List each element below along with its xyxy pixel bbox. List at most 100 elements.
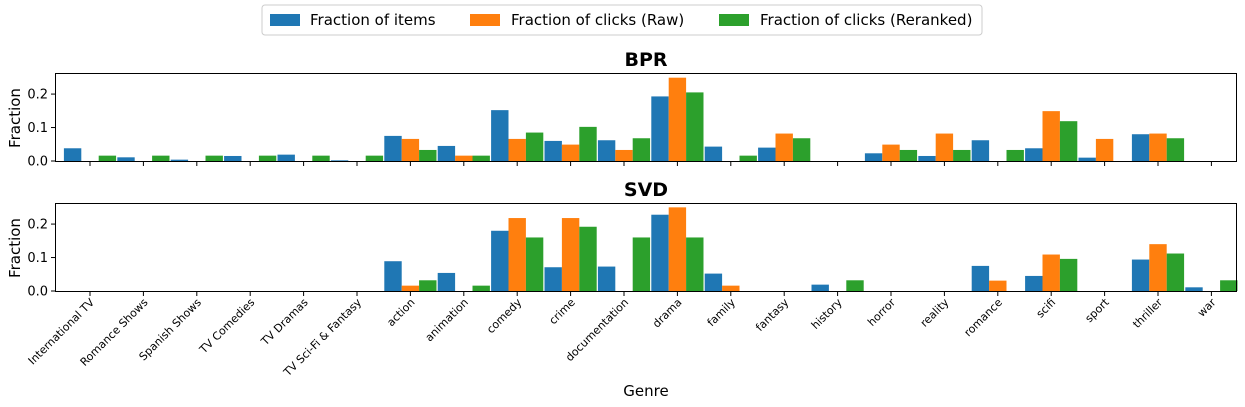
bar-svd-items-9 bbox=[544, 267, 562, 291]
bar-bpr-items-12 bbox=[704, 146, 723, 161]
bar-svd-raw-18 bbox=[1042, 254, 1060, 291]
y-ticks-bpr: 0.0 0.1 0.2 bbox=[27, 88, 56, 170]
x-tick-label: sport bbox=[1083, 295, 1113, 325]
bar-bpr-items-20 bbox=[1131, 134, 1150, 161]
bar-bpr-items-3 bbox=[224, 155, 242, 161]
bar-svd-items-12 bbox=[704, 273, 723, 291]
bar-svd-items-20 bbox=[1131, 259, 1150, 291]
bar-bpr-reranked-20 bbox=[1166, 138, 1185, 161]
bar-svd-raw-6 bbox=[401, 285, 420, 291]
legend-swatch-items bbox=[270, 14, 300, 26]
bar-svd-raw-9 bbox=[561, 218, 580, 291]
bar-bpr-raw-16 bbox=[935, 133, 954, 161]
bar-bpr-raw-7 bbox=[455, 155, 473, 161]
bar-svd-raw-12 bbox=[722, 285, 740, 291]
bars-svd bbox=[384, 207, 1238, 291]
bar-bpr-items-7 bbox=[437, 145, 456, 161]
bar-bpr-reranked-5 bbox=[365, 155, 384, 161]
bar-bpr-items-15 bbox=[864, 153, 883, 161]
legend-frame bbox=[261, 4, 983, 36]
bar-bpr-reranked-0 bbox=[98, 155, 117, 161]
bar-bpr-raw-20 bbox=[1149, 133, 1167, 161]
bar-bpr-raw-18 bbox=[1042, 111, 1060, 161]
plot-frame-bpr bbox=[55, 73, 1237, 162]
bar-svd-reranked-18 bbox=[1059, 258, 1078, 291]
bar-bpr-items-2 bbox=[170, 159, 189, 161]
legend-swatch-raw bbox=[470, 14, 500, 26]
panel-svd: SVD Fraction 0.0 0.1 0.2 International TVR… bbox=[6, 179, 1238, 380]
panel-title-svd: SVD bbox=[624, 179, 668, 201]
bar-svd-reranked-10 bbox=[632, 237, 651, 291]
bar-svd-items-14 bbox=[811, 284, 829, 291]
bar-bpr-raw-10 bbox=[615, 149, 633, 161]
x-ticks-bpr bbox=[89, 162, 1212, 166]
bar-bpr-reranked-8 bbox=[525, 132, 544, 161]
x-tick-label: family bbox=[705, 296, 739, 330]
bar-bpr-items-18 bbox=[1025, 148, 1043, 161]
x-tick-label: romance bbox=[962, 296, 1005, 339]
bar-svd-items-10 bbox=[597, 266, 616, 291]
bar-bpr-reranked-12 bbox=[739, 155, 757, 161]
bar-svd-items-21 bbox=[1185, 287, 1203, 291]
bar-svd-raw-20 bbox=[1149, 244, 1167, 291]
panel-bpr: BPR Fraction 0.0 0.1 0.2 bbox=[6, 49, 1237, 170]
bar-bpr-items-1 bbox=[117, 157, 135, 161]
bar-bpr-items-16 bbox=[918, 155, 936, 161]
x-tick-label: animation bbox=[423, 296, 471, 344]
bar-bpr-raw-11 bbox=[668, 77, 687, 161]
bar-bpr-reranked-13 bbox=[792, 138, 811, 161]
bar-svd-reranked-11 bbox=[686, 237, 704, 291]
bar-bpr-raw-15 bbox=[882, 144, 900, 161]
bar-bpr-items-4 bbox=[277, 154, 295, 161]
bar-svd-reranked-21 bbox=[1220, 280, 1238, 291]
legend-label-items: Fraction of items bbox=[310, 11, 436, 29]
x-axis-label: Genre bbox=[623, 382, 668, 400]
y-ticks-svd: 0.0 0.1 0.2 bbox=[27, 218, 56, 300]
bar-svd-reranked-14 bbox=[846, 280, 864, 291]
y-tick-label: 0.1 bbox=[27, 251, 48, 266]
bar-svd-reranked-7 bbox=[472, 285, 490, 291]
bar-bpr-reranked-4 bbox=[312, 155, 330, 161]
x-ticks-svd bbox=[89, 292, 1212, 296]
bar-svd-items-11 bbox=[651, 214, 669, 291]
bar-bpr-items-17 bbox=[971, 140, 990, 161]
bar-bpr-items-10 bbox=[597, 140, 616, 161]
x-tick-label: horror bbox=[865, 296, 898, 329]
bar-bpr-raw-13 bbox=[775, 133, 793, 161]
bar-bpr-items-8 bbox=[491, 110, 509, 161]
bar-bpr-reranked-6 bbox=[419, 149, 437, 161]
bar-bpr-items-5 bbox=[330, 160, 349, 161]
bar-svd-items-18 bbox=[1025, 275, 1043, 291]
bar-bpr-reranked-17 bbox=[1006, 149, 1024, 161]
x-tick-label: TV Dramas bbox=[258, 296, 311, 349]
legend-label-raw: Fraction of clicks (Raw) bbox=[511, 11, 684, 29]
x-tick-label: comedy bbox=[484, 296, 524, 336]
bar-bpr-raw-6 bbox=[401, 138, 420, 161]
y-tick-label: 0.2 bbox=[27, 218, 48, 233]
bar-svd-items-6 bbox=[384, 261, 402, 291]
bar-svd-reranked-8 bbox=[525, 237, 544, 291]
x-tick-label: fantasy bbox=[753, 296, 791, 334]
bar-svd-items-8 bbox=[491, 230, 509, 291]
x-tick-label: history bbox=[809, 296, 845, 332]
bar-bpr-items-6 bbox=[384, 135, 402, 161]
bar-bpr-reranked-3 bbox=[258, 155, 277, 161]
bar-bpr-reranked-9 bbox=[579, 126, 597, 161]
bar-bpr-reranked-2 bbox=[205, 155, 223, 161]
bar-svd-raw-8 bbox=[508, 218, 526, 291]
legend-label-reranked: Fraction of clicks (Reranked) bbox=[760, 11, 972, 29]
bar-bpr-reranked-10 bbox=[632, 138, 651, 161]
bar-bpr-reranked-15 bbox=[899, 149, 918, 161]
bar-svd-items-17 bbox=[971, 265, 990, 291]
bar-bpr-reranked-11 bbox=[686, 92, 704, 161]
bar-bpr-reranked-16 bbox=[953, 149, 971, 161]
bar-bpr-reranked-18 bbox=[1059, 121, 1078, 161]
legend-swatch-reranked bbox=[719, 14, 749, 26]
y-tick-label: 0.0 bbox=[27, 285, 48, 300]
bar-bpr-items-19 bbox=[1078, 157, 1096, 161]
bar-bpr-items-11 bbox=[651, 96, 669, 161]
bar-bpr-items-0 bbox=[63, 148, 82, 161]
y-tick-label: 0.1 bbox=[27, 121, 48, 136]
x-tick-label: reality bbox=[918, 296, 952, 330]
